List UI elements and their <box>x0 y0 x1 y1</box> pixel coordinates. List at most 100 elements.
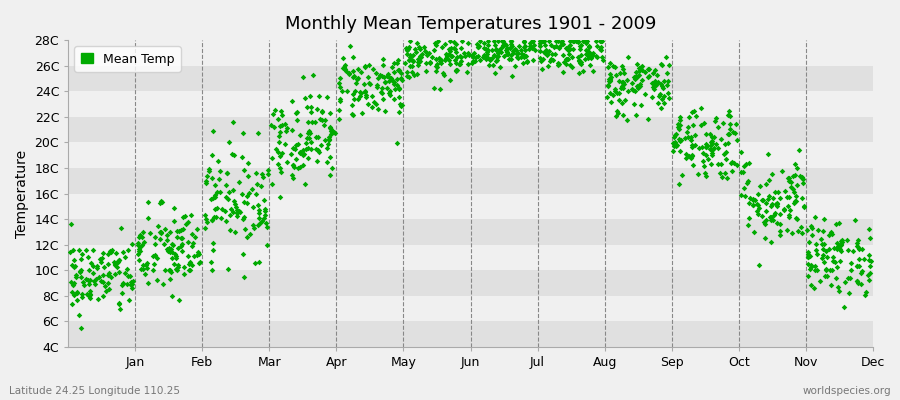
Point <box>205 246 220 253</box>
Point <box>661 90 675 96</box>
Point <box>199 216 213 222</box>
Point <box>795 195 809 201</box>
Point <box>777 207 791 213</box>
Point <box>114 282 129 288</box>
Point <box>132 244 147 250</box>
Point <box>101 251 115 258</box>
Point <box>131 246 146 252</box>
Point <box>669 131 683 137</box>
Point <box>80 290 94 297</box>
Point <box>551 38 565 44</box>
Point <box>575 68 590 74</box>
Point <box>376 96 391 102</box>
Point <box>845 248 859 254</box>
Point <box>861 276 876 283</box>
Point <box>382 88 397 94</box>
Point <box>520 58 535 64</box>
Point <box>164 268 178 275</box>
Point <box>460 40 474 46</box>
Point <box>601 64 616 70</box>
Point <box>805 225 819 232</box>
Point <box>590 38 604 44</box>
Point <box>576 38 590 44</box>
Point <box>467 58 482 64</box>
Point <box>626 86 640 92</box>
Point <box>71 312 86 319</box>
Point <box>609 72 624 78</box>
Point <box>252 210 266 216</box>
Point <box>236 250 250 257</box>
Point <box>819 267 833 273</box>
Point <box>391 57 405 63</box>
Point <box>688 141 702 148</box>
Point <box>809 247 824 254</box>
Point <box>382 90 396 96</box>
Point <box>782 194 796 201</box>
Point <box>230 210 244 216</box>
Point <box>400 69 414 75</box>
Point <box>427 47 441 54</box>
Point <box>580 51 594 58</box>
Point <box>852 246 867 252</box>
Point <box>489 46 503 53</box>
Point <box>184 262 199 268</box>
Point <box>703 161 717 168</box>
Point <box>322 137 337 144</box>
Point <box>586 50 600 56</box>
Point <box>108 271 122 277</box>
Point <box>544 41 559 48</box>
Point <box>220 170 234 176</box>
Point <box>826 245 841 251</box>
Point <box>238 214 252 220</box>
Point <box>685 152 699 158</box>
Point <box>490 52 504 59</box>
Point <box>775 168 789 174</box>
Point <box>291 165 305 172</box>
Point <box>705 147 719 154</box>
Point <box>742 200 756 206</box>
Point <box>287 164 302 170</box>
Point <box>131 247 146 254</box>
Point <box>555 41 570 47</box>
Point <box>652 93 667 99</box>
Point <box>122 273 137 280</box>
Point <box>158 226 172 232</box>
Point <box>758 220 772 227</box>
Point <box>109 259 123 265</box>
Point <box>795 174 809 180</box>
Point <box>126 277 140 284</box>
Point <box>612 78 626 84</box>
Point <box>548 38 562 44</box>
Point <box>705 134 719 140</box>
Point <box>703 146 717 153</box>
Point <box>390 76 404 82</box>
Point <box>362 62 376 68</box>
Point <box>165 255 179 262</box>
Point <box>862 257 877 263</box>
Point <box>218 208 232 214</box>
Point <box>488 42 502 48</box>
Point <box>400 47 414 53</box>
Point <box>393 100 408 107</box>
Point <box>364 104 379 110</box>
Point <box>487 52 501 58</box>
Point <box>248 190 263 197</box>
Bar <box>68 270 873 296</box>
Point <box>787 188 801 195</box>
Point <box>780 174 795 181</box>
Point <box>105 247 120 253</box>
Point <box>274 169 288 175</box>
Point <box>230 207 244 213</box>
Point <box>809 250 824 257</box>
Point <box>714 136 728 142</box>
Point <box>542 47 556 54</box>
Point <box>560 56 574 62</box>
Point <box>727 160 742 166</box>
Point <box>420 52 435 58</box>
Point <box>761 177 776 183</box>
Point <box>408 45 422 52</box>
Point <box>289 110 303 116</box>
Point <box>417 44 431 51</box>
Point <box>274 165 288 172</box>
Point <box>457 50 472 56</box>
